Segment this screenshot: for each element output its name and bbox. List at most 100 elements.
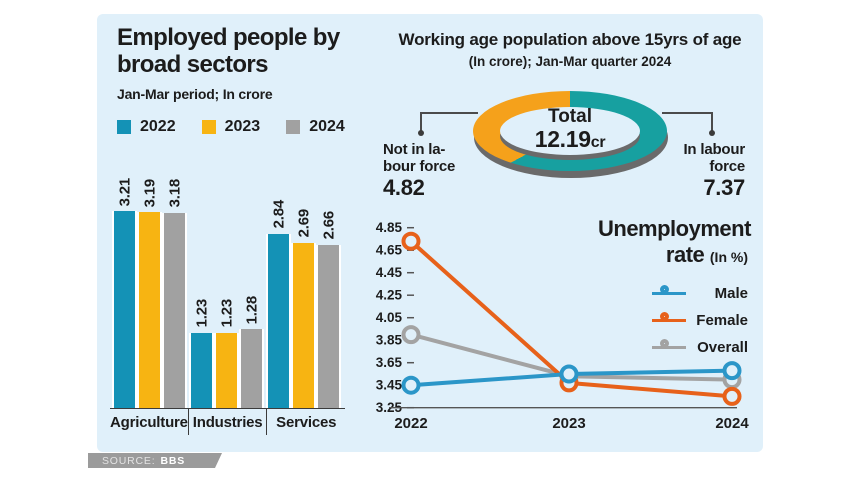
legend-label: Male — [714, 285, 748, 302]
marker-female-2024 — [722, 386, 742, 406]
leader-dot-right — [708, 130, 715, 136]
legend-marker-ring — [660, 338, 669, 348]
line-legend-marker — [652, 311, 686, 330]
bar-value-label: 3.18 — [166, 179, 183, 208]
y-tick-label: 4.45 — [376, 265, 403, 280]
line-chart-legend: Unemployment rate (In %) Male Female Overa… — [598, 216, 751, 361]
line-chart-unit-note: (In %) — [709, 249, 748, 265]
bar-group-industries: 1.23 1.23 1.28 — [189, 296, 264, 408]
legend-marker-ring — [660, 284, 669, 294]
bar-chart-x-axis: Agriculture Industries Services — [110, 409, 345, 435]
line-chart: 3.253.453.653.854.054.254.454.654.852022… — [376, 220, 750, 432]
source-label: SOURCE: — [102, 454, 156, 467]
y-tick-label: 3.45 — [376, 378, 403, 393]
donut-label-right-line1: In labour — [683, 141, 745, 158]
y-tick-label: 3.65 — [376, 355, 403, 370]
bar-chart-title-line2: broad sectors — [117, 51, 269, 78]
bar-group-services: 2.84 2.69 2.66 — [266, 200, 341, 408]
donut-subtitle: (In crore); Jan-Mar quarter 2024 — [468, 54, 672, 69]
legend-marker-line — [652, 291, 686, 295]
legend-marker-line — [652, 345, 686, 349]
legend-label: Female — [696, 312, 748, 329]
line-legend-item-female: Female — [598, 307, 748, 334]
leader-line-right — [662, 112, 712, 114]
leader-dot-left — [417, 130, 424, 136]
leader-line-left — [420, 112, 478, 114]
bar-industries-2023: 1.23 — [214, 299, 239, 408]
legend-marker-line — [652, 318, 686, 322]
legend-swatch — [201, 120, 216, 134]
y-tick-label: 4.25 — [376, 288, 403, 303]
y-tick-label: 4.05 — [376, 310, 403, 325]
donut-label-in-labour-force: In labour force 7.37 — [640, 141, 745, 201]
bar-legend-item-2022: 2022 — [117, 118, 176, 136]
legend-swatch — [286, 120, 301, 134]
bar-services-2022: 2.84 — [266, 200, 291, 408]
bar-chart-title-line1: Employed people by — [117, 24, 340, 51]
legend-marker-ring — [660, 311, 669, 321]
bar-chart-legend: 2022 2023 2024 — [117, 118, 345, 136]
leader-line-right-drop — [711, 112, 713, 132]
marker-male-2024 — [722, 361, 742, 381]
bar-category-services: Services — [266, 409, 345, 435]
marker-male-2022 — [401, 375, 421, 395]
bar-value-label: 1.23 — [193, 299, 210, 328]
legend-label: 2023 — [224, 118, 261, 135]
line-legend-marker — [652, 284, 686, 303]
legend-label: 2022 — [140, 118, 176, 135]
source-value: BBS — [160, 454, 186, 467]
donut-value-not-in-labour-force: 4.82 — [383, 175, 425, 200]
bar-agriculture-2023: 3.19 — [137, 179, 162, 408]
bar-category-industries: Industries — [187, 409, 267, 435]
donut-label-not-in-labour-force: Not in la- bour force 4.82 — [383, 141, 455, 201]
x-tick-label-2023: 2023 — [552, 415, 585, 432]
leader-line-left-drop — [420, 112, 422, 132]
bar-group-agriculture: 3.21 3.19 3.18 — [112, 178, 187, 408]
bar-value-label: 3.21 — [116, 177, 133, 206]
bar-industries-2022: 1.23 — [189, 299, 214, 408]
donut-total-label: Total — [548, 106, 592, 127]
donut-label-left-line2: bour force — [383, 158, 456, 175]
bar-services-2024: 2.66 — [316, 211, 341, 408]
donut-center-label: Total 12.19cr — [475, 106, 665, 155]
line-legend-rows: Male Female Overall — [598, 280, 748, 361]
y-tick-label: 3.85 — [376, 333, 403, 348]
bar-value-label: 2.69 — [295, 209, 312, 238]
line-legend-item-overall: Overall — [598, 334, 748, 361]
legend-label: 2024 — [309, 118, 345, 135]
marker-female-2022 — [401, 231, 421, 251]
donut-label-right-line2: force — [709, 158, 745, 175]
bar-value-label: 2.84 — [270, 200, 287, 229]
bar-services-2023: 2.69 — [291, 209, 316, 408]
bar-legend-item-2023: 2023 — [201, 118, 261, 136]
donut-title: Working age population above 15yrs of ag… — [398, 30, 742, 49]
y-tick-label: 4.65 — [376, 243, 403, 258]
donut-label-left-line1: Not in la- — [383, 141, 446, 158]
donut-hole — [500, 107, 640, 155]
bar-chart-subtitle: Jan-Mar period; In crore — [117, 86, 273, 102]
x-tick-label-2022: 2022 — [394, 415, 427, 432]
marker-male-2023 — [559, 364, 579, 384]
donut-total-value: 12.19cr — [475, 127, 665, 155]
bar-value-label: 2.66 — [320, 211, 337, 240]
bar-value-label: 1.23 — [218, 299, 235, 328]
marker-overall-2022 — [401, 325, 421, 345]
source-bar: SOURCE: BBS — [88, 453, 222, 468]
donut-total-number: 12.19 — [534, 126, 591, 152]
bar-value-label: 3.19 — [141, 178, 158, 208]
donut-value-in-labour-force: 7.37 — [703, 175, 745, 200]
bar-legend-item-2024: 2024 — [286, 118, 345, 136]
donut-total-unit: cr — [590, 134, 606, 151]
bar-groups: 3.21 3.19 3.18 1.23 1.23 1.28 2.84 2.69 2.66 — [112, 178, 341, 408]
line-legend-marker — [652, 338, 686, 357]
line-chart-title-line2: rate (In %) — [598, 242, 748, 270]
legend-swatch — [117, 120, 131, 134]
bar-chart-title: Employed people by broad sectors — [117, 24, 367, 78]
legend-label: Overall — [697, 339, 748, 356]
x-tick-label-2024: 2024 — [715, 415, 749, 432]
bar-chart-baseline — [110, 407, 345, 409]
bar-agriculture-2022: 3.21 — [112, 178, 137, 408]
bar-category-agriculture: Agriculture — [110, 414, 188, 431]
bar-agriculture-2024: 3.18 — [162, 179, 187, 408]
